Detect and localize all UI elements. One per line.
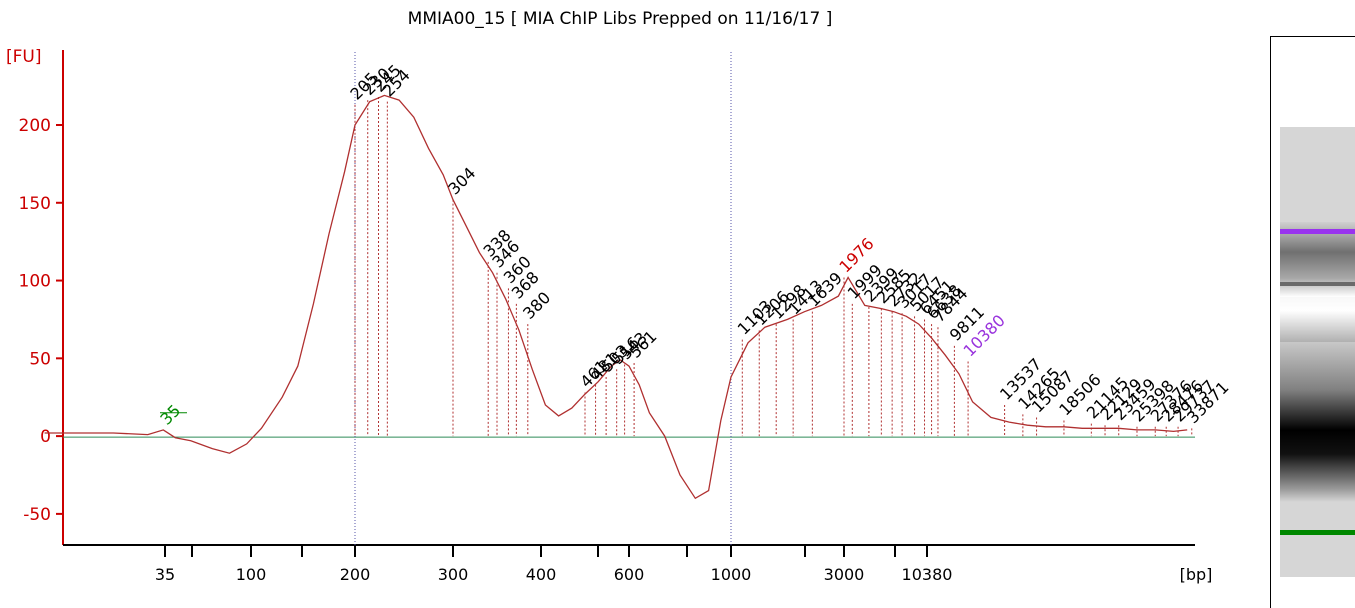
y-tick-label: 0 xyxy=(40,427,51,447)
chart-title: MMIA00_15 [ MIA ChIP Libs Prepped on 11/… xyxy=(408,9,833,29)
x-tick-label: 100 xyxy=(236,565,267,584)
peak-label: 304 xyxy=(444,163,479,198)
peak-label-group: 2052302452543043383463603683804614815035… xyxy=(156,61,1232,429)
virtual-gel xyxy=(1270,36,1355,608)
x-tick-label: 300 xyxy=(438,565,469,584)
x-tick-label: 600 xyxy=(614,565,645,584)
gel-band-mid xyxy=(1280,282,1355,286)
x-tick-label: 1000 xyxy=(711,565,752,584)
x-axis-label: [bp] xyxy=(1180,565,1213,584)
x-tick-label: 400 xyxy=(526,565,557,584)
gel-smear-dark xyxy=(1280,342,1355,502)
peak-drop-lines xyxy=(354,97,1193,437)
x-tick-label: 200 xyxy=(340,565,371,584)
electropherogram-chart: MMIA00_15 [ MIA ChIP Libs Prepped on 11/… xyxy=(6,9,1233,584)
gel-lower-marker-band xyxy=(1280,530,1355,535)
x-tick-label: 10380 xyxy=(902,565,953,584)
x-tick-label: 3000 xyxy=(824,565,865,584)
x-tick-label: 35 xyxy=(155,565,175,584)
gel-upper-marker-band xyxy=(1280,229,1355,234)
trace-line xyxy=(44,94,1188,500)
chart-axes: -50 0 50 100 150 200 35 100 200 300 400 600 1000 3000… xyxy=(19,50,1195,584)
y-tick-label: 200 xyxy=(19,116,51,136)
y-axis-label: [FU] xyxy=(6,47,42,67)
y-tick-label: 100 xyxy=(19,272,51,292)
gel-lane xyxy=(1280,127,1355,577)
y-tick-label: -50 xyxy=(23,505,51,525)
gel-smear-white xyxy=(1280,297,1355,342)
y-tick-label: 150 xyxy=(19,194,51,214)
y-tick-label: 50 xyxy=(29,349,51,369)
peak-label: 35 xyxy=(156,401,184,429)
trace-group xyxy=(44,94,1188,500)
